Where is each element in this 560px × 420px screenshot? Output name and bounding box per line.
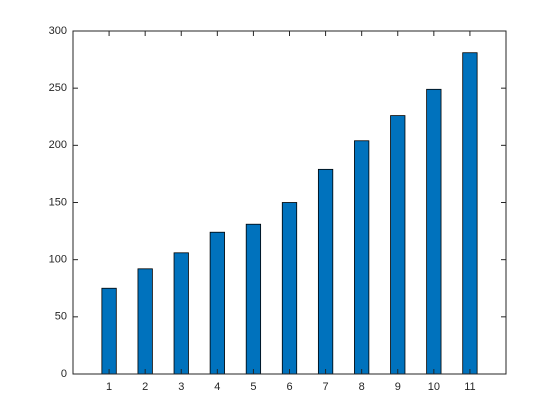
x-tick-label: 4 [214,381,220,393]
axes-box [72,30,507,375]
bar [173,252,189,375]
bar [101,287,117,375]
y-tick-label: 150 [49,196,67,208]
x-tick-label: 8 [359,381,365,393]
bar [462,52,478,375]
y-tick-label: 250 [49,82,67,94]
y-tick-label: 100 [49,254,67,266]
x-tick-label: 2 [142,381,148,393]
x-tick-label: 7 [323,381,329,393]
bar [426,88,442,375]
x-tick-label: 11 [464,381,475,393]
x-tick-label: 6 [286,381,292,393]
x-tick-label: 5 [250,381,256,393]
bar [317,168,334,375]
y-tick-label: 0 [61,368,67,380]
x-tick-label: 3 [178,381,184,393]
bar [245,223,262,375]
bar [390,115,406,375]
x-tick-label: 1 [106,381,112,393]
bar [281,202,298,375]
bar [209,231,225,375]
y-tick-label: 300 [49,25,67,37]
x-tick-label: 9 [395,381,401,393]
y-tick-label: 50 [55,311,67,323]
bar [354,140,370,375]
x-tick-label: 10 [428,381,440,393]
bar [137,268,153,375]
y-tick-label: 200 [49,139,67,151]
